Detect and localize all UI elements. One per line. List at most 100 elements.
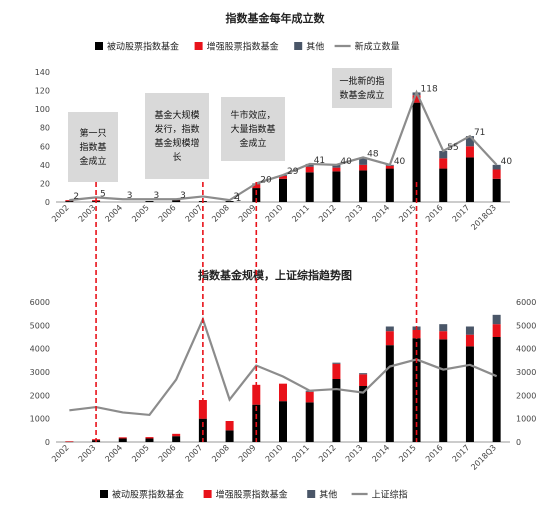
- chart2-bar: [385, 331, 394, 346]
- chart1-bar: [385, 165, 394, 169]
- chart2-bar: [385, 326, 394, 332]
- chart2-bar: [305, 402, 314, 442]
- chart1-data-label: 40: [394, 157, 406, 167]
- chart2-ytick-label: 3000: [30, 368, 50, 377]
- annotation-boxes: 第一只指数基金成立基金大规模发行，指数基金规模增长牛市效应，大量指数基金成立一批…: [68, 68, 392, 182]
- chart1-ytick-label: 80: [40, 124, 50, 133]
- chart1-bar: [465, 146, 474, 158]
- chart2-xtick-label: 2015: [397, 443, 418, 464]
- chart2-xtick-label: 2011: [290, 443, 311, 464]
- chart2-bar: [332, 362, 341, 364]
- chart2-title: 指数基金规模，上证综指趋势图: [198, 268, 352, 282]
- chart1-title: 指数基金每年成立数: [226, 11, 326, 25]
- chart1-bar: [439, 158, 448, 169]
- chart2-bar: [65, 441, 74, 442]
- chart1-data-label: 3: [153, 191, 159, 201]
- annotation-box: [145, 93, 209, 179]
- chart2-xtick-label: 2014: [370, 443, 391, 464]
- chart2-legend-swatch: [203, 490, 212, 498]
- chart2-bar: [385, 345, 394, 442]
- chart2-legend-swatch: [100, 490, 108, 498]
- chart2-bar: [225, 421, 234, 431]
- chart1-bar: [439, 168, 448, 202]
- chart1-data-label: 2: [73, 192, 79, 202]
- chart2-bar: [225, 430, 234, 442]
- chart2-bar: [465, 326, 474, 335]
- annotation-text: 基金规模增: [154, 137, 199, 149]
- chart2-y2tick-label: 6000: [516, 298, 536, 307]
- chart2-bar: [279, 401, 287, 442]
- chart2-bar: [439, 324, 448, 332]
- chart1-legend-label: 新成立数量: [355, 41, 400, 53]
- chart1-line-series: [69, 89, 498, 202]
- chart1-xtick-label: 2008: [210, 203, 231, 224]
- chart1-bar: [385, 168, 394, 202]
- chart2-bar: [279, 383, 287, 402]
- annotation-text: 金成立: [239, 137, 266, 149]
- chart1-xtick-label: 2016: [424, 203, 445, 224]
- chart1-data-label: 118: [421, 84, 438, 94]
- chart2-legend-label: 上证综指: [372, 489, 408, 501]
- chart1-data-label: 1: [236, 194, 242, 204]
- chart2-xtick-label: 2007: [184, 443, 205, 464]
- chart1-bar: [412, 95, 421, 103]
- chart1-xtick-label: 2012: [317, 203, 338, 224]
- annotation-text: 发行，指数: [154, 123, 199, 135]
- chart2-bar: [492, 314, 501, 325]
- chart2-legend-label: 其他: [319, 489, 337, 501]
- chart1-data-label: 48: [367, 149, 379, 159]
- chart1-bar: [65, 201, 74, 202]
- chart1-xtick-label: 2005: [130, 203, 151, 224]
- annotation-text: 长: [172, 151, 181, 163]
- chart1-bar: [279, 178, 287, 202]
- chart2-xtick-label: 2005: [130, 443, 151, 464]
- chart1-bar: [252, 188, 261, 202]
- chart1-legend-swatch: [95, 42, 103, 50]
- chart-fund-size: 指数基金规模，上证综指趋势图 0 1000 2000 3000 4000 5000 6000…: [30, 268, 537, 501]
- annotation-text: 大量指数基: [230, 123, 275, 135]
- chart1-bar: [305, 166, 314, 173]
- annotation-box: [68, 112, 118, 182]
- chart2-bar: [492, 324, 501, 337]
- chart1-data-label: 20: [260, 175, 272, 185]
- chart2-bar: [118, 437, 127, 439]
- chart1-bar: [492, 169, 501, 179]
- chart1-data-label: 55: [447, 143, 458, 153]
- chart1-legend-swatch: [194, 42, 203, 50]
- chart2-ytick-label: 0: [45, 438, 50, 447]
- vertical-markers: [95, 182, 418, 442]
- chart2-ytick-label: 5000: [30, 321, 50, 330]
- chart1-bar: [465, 157, 474, 202]
- chart1-bar: [332, 167, 341, 172]
- chart2-bar: [465, 334, 474, 347]
- chart1-bar: [492, 178, 501, 202]
- chart2-xtick-label: 2006: [157, 443, 178, 464]
- chart1-ytick-label: 100: [35, 105, 50, 114]
- annotation-text: 基金大规模: [154, 109, 199, 121]
- chart1-data-label: 40: [501, 157, 513, 167]
- chart2-y2tick-label: 2000: [516, 391, 536, 400]
- chart1-legend: 被动股票指数基金 增强股票指数基金 其他 新成立数量: [95, 41, 400, 53]
- annotation-text: 数基金成立: [339, 89, 384, 101]
- chart2-bar: [145, 438, 154, 442]
- chart1-bar: [332, 164, 341, 168]
- chart2-y2tick-label: 1000: [516, 415, 536, 424]
- chart2-xtick-label: 2017: [451, 443, 472, 464]
- chart2-bar: [332, 379, 341, 442]
- chart2-bar: [359, 386, 368, 442]
- chart1-ytick-label: 60: [40, 142, 50, 151]
- chart1-data-label: 5: [100, 189, 106, 199]
- chart1-xtick-label: 2018Q3: [469, 203, 498, 232]
- chart1-xtick-label: 2006: [157, 203, 178, 224]
- chart1-bar: [439, 150, 448, 159]
- chart1-bar: [332, 171, 341, 202]
- chart2-y2tick-label: 5000: [516, 321, 536, 330]
- chart2-bar: [439, 339, 448, 442]
- chart2-ytick-label: 6000: [30, 298, 50, 307]
- chart1-xtick-label: 2011: [290, 203, 311, 224]
- chart1-bar: [359, 170, 368, 202]
- chart1-ytick-label: 40: [40, 161, 50, 170]
- chart2-ytick-label: 1000: [30, 415, 50, 424]
- chart1-bar: [305, 172, 314, 202]
